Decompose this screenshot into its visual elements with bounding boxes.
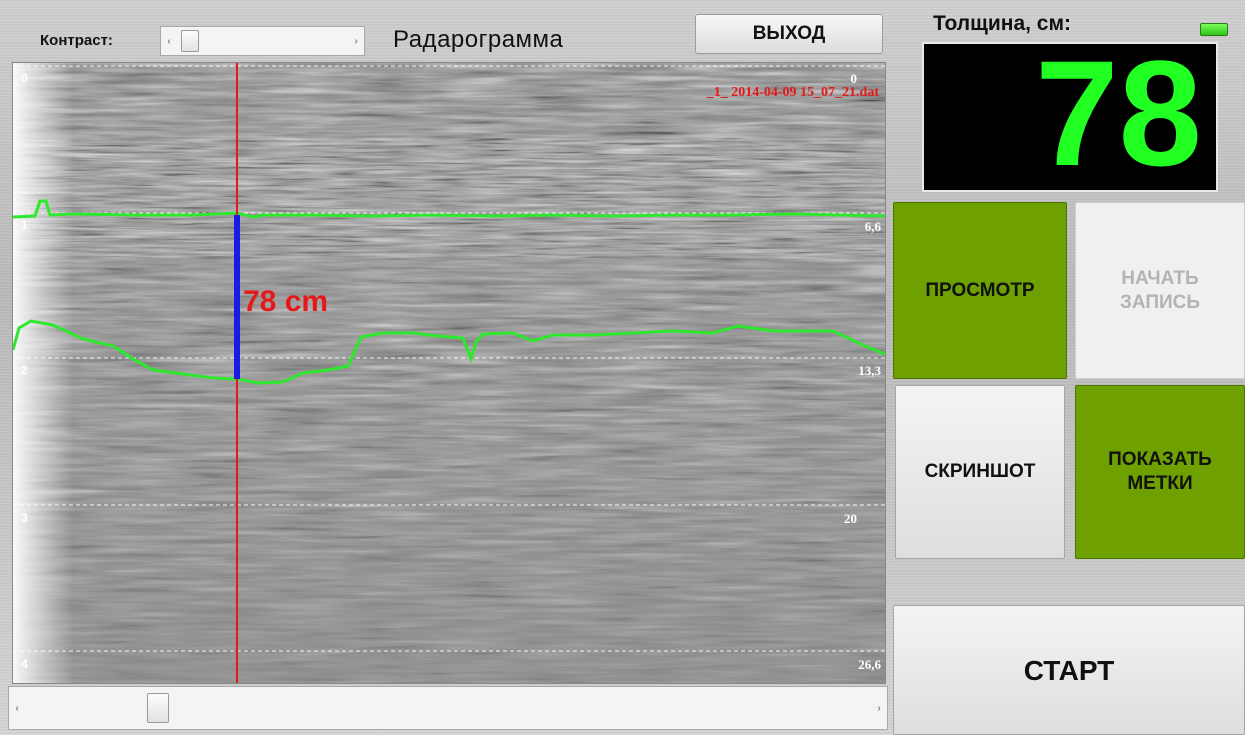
horizontal-scrollbar-thumb[interactable]	[147, 693, 169, 723]
depth-label-left: 4	[21, 657, 28, 671]
horizontal-scrollbar[interactable]: ‹ ›	[8, 686, 888, 730]
thickness-display: 78	[922, 38, 1218, 192]
depth-label-right: 26,6	[858, 657, 881, 672]
start-button[interactable]: СТАРТ	[893, 605, 1245, 735]
depth-label-right: 0	[850, 71, 858, 86]
show-marks-label: ПОКАЗАТЬ МЕТКИ	[1108, 449, 1212, 494]
depth-label-left: 1	[21, 218, 28, 232]
bottom-layer-line	[13, 319, 885, 385]
depth-label-left: 3	[21, 511, 28, 525]
radargram-left-fade	[13, 63, 73, 683]
depth-label-left: 0	[21, 71, 28, 85]
scroll-left-arrow-icon[interactable]: ‹	[167, 35, 171, 47]
page-title: Радарограмма	[393, 26, 564, 53]
radargram-view[interactable]: _1_ 2014-04-09 15_07_21.dat 78 cm 0 1 2 …	[12, 62, 886, 684]
radargram-depth-fade	[13, 63, 885, 683]
scroll-right-arrow-icon[interactable]: ›	[354, 35, 358, 47]
top-layer-line	[13, 199, 885, 219]
depth-label-left: 2	[21, 363, 28, 377]
contrast-slider-thumb[interactable]	[181, 30, 199, 52]
screenshot-button[interactable]: СКРИНШОТ	[895, 385, 1065, 559]
view-button[interactable]: ПРОСМОТР	[893, 202, 1067, 379]
start-recording-label: НАЧАТЬ ЗАПИСЬ	[1119, 267, 1201, 313]
thickness-value: 78	[1035, 29, 1202, 197]
depth-label-right: 20	[844, 511, 857, 526]
start-recording-button[interactable]: НАЧАТЬ ЗАПИСЬ	[1075, 202, 1245, 379]
thickness-label: Толщина, см:	[933, 12, 1072, 35]
status-led-icon	[1200, 23, 1228, 36]
scroll-right-arrow-icon[interactable]: ›	[877, 702, 881, 714]
show-marks-button[interactable]: ПОКАЗАТЬ МЕТКИ	[1075, 385, 1245, 559]
contrast-label: Контраст:	[40, 32, 113, 49]
depth-label-right: 6,6	[864, 219, 881, 234]
scroll-left-arrow-icon[interactable]: ‹	[15, 702, 19, 714]
exit-button[interactable]: ВЫХОД	[695, 14, 883, 54]
depth-label-right: 13,3	[858, 363, 881, 378]
thickness-annotation: 78 cm	[243, 285, 329, 318]
file-label: _1_ 2014-04-09 15_07_21.dat	[706, 85, 879, 100]
contrast-slider[interactable]: ‹ ›	[160, 26, 365, 56]
